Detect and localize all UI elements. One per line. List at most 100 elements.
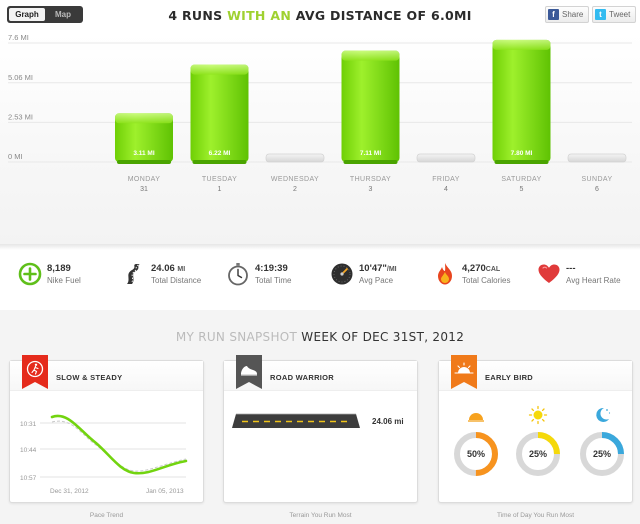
- pace-tick-label: 10:57: [20, 475, 37, 482]
- stat-value: ---: [566, 262, 576, 274]
- stat-label: Avg Heart Rate: [566, 275, 621, 285]
- y-tick-label: 2.53 MI: [8, 112, 33, 121]
- date-label: 31: [140, 186, 148, 193]
- facebook-share-label: Share: [562, 10, 584, 19]
- view-toggle: Graph Map: [7, 6, 83, 23]
- slow-steady-card[interactable]: SLOW & STEADY 10:31 10:44 10:57 Dec 31, …: [9, 355, 204, 503]
- sun-icon: [528, 405, 548, 425]
- date-label: 3: [369, 186, 373, 193]
- title-runs: 4 RUNS: [168, 8, 228, 23]
- road-icon: [127, 264, 140, 284]
- distance-bar-base: [192, 160, 247, 164]
- time-of-day-donut: 25%: [513, 405, 563, 485]
- distance-bar: [190, 64, 249, 162]
- day-label: SATURDAY: [501, 176, 541, 183]
- snapshot-title-light: MY RUN SNAPSHOT: [175, 330, 302, 344]
- day-label: THURSDAY: [350, 176, 391, 183]
- road-warrior-card[interactable]: ROAD WARRIOR 24.06 mi: [223, 355, 418, 503]
- sunrise-icon: [468, 413, 484, 422]
- stopwatch-icon: [228, 263, 248, 286]
- distance-bar-base: [494, 160, 549, 164]
- facebook-share-button[interactable]: f Share: [545, 6, 590, 23]
- donut-chart: 25%: [516, 432, 560, 476]
- stat-nike-fuel: 8,189 Nike Fuel: [18, 262, 81, 286]
- stat-label: Avg Pace: [359, 275, 394, 285]
- ribbon-badge: [451, 355, 477, 389]
- y-tick-label: 7.6 MI: [8, 34, 29, 42]
- donut-arc: [454, 432, 498, 476]
- pace-average-line: [51, 420, 187, 472]
- speedometer-icon: [331, 263, 353, 285]
- day-label: WEDNESDAY: [271, 176, 319, 183]
- date-label: 1: [218, 186, 222, 193]
- stat-avg-pace: 10'47"/MI Avg Pace: [330, 262, 397, 286]
- y-tick-label: 0 MI: [8, 152, 23, 161]
- ribbon-badge: [236, 355, 262, 389]
- twitter-icon: t: [595, 9, 606, 20]
- moon-icon: [596, 407, 611, 422]
- stat-value: 8,189: [47, 262, 71, 274]
- stat-total-calories: 4,270CAL Total Calories: [433, 262, 510, 286]
- bar-value-label: 3.11 MI: [133, 150, 155, 157]
- map-tab[interactable]: Map: [55, 10, 71, 19]
- day-label: MONDAY: [128, 176, 161, 183]
- runner-icon: [31, 363, 39, 375]
- donut-label: 25%: [593, 449, 611, 459]
- stat-label: Nike Fuel: [47, 275, 81, 285]
- heart-icon: [538, 264, 560, 283]
- road-warrior-footer: Terrain You Run Most: [289, 512, 352, 519]
- snapshot-week: WEEK OF DEC 31ST, 2012: [301, 330, 465, 344]
- stat-value: 10'47"/MI: [359, 262, 397, 274]
- y-tick-label: 5.06 MI: [8, 73, 33, 82]
- distance-bar-top: [341, 50, 400, 61]
- snapshot-title: MY RUN SNAPSHOT WEEK OF DEC 31ST, 2012: [0, 330, 640, 344]
- graph-tab[interactable]: Graph: [9, 8, 45, 21]
- bar-value-label: 6.22 MI: [209, 150, 231, 157]
- bar-value-label: 7.80 MI: [511, 150, 533, 157]
- day-label: SUNDAY: [581, 176, 612, 183]
- card-title: EARLY BIRD: [485, 373, 534, 382]
- empty-day-bar: [265, 153, 325, 163]
- card-title: SLOW & STEADY: [56, 373, 123, 382]
- distance-bar-top: [115, 113, 173, 124]
- distance-bar-base: [343, 160, 398, 164]
- section-divider: [0, 244, 640, 250]
- sunrise-badge-icon: [454, 362, 474, 374]
- bar-value-label: 7.11 MI: [360, 150, 382, 157]
- road-distance-value: 24.06 mi: [372, 417, 404, 426]
- stat-value: 4:19:39: [255, 262, 288, 274]
- date-label: 6: [595, 186, 599, 193]
- stats-row: 8,189 Nike Fuel 24.06 MI Total Distance …: [0, 256, 640, 302]
- flame-icon: [438, 263, 452, 285]
- day-label: FRIDAY: [432, 176, 460, 183]
- donut-arc: [580, 432, 624, 476]
- facebook-icon: f: [548, 9, 559, 20]
- stat-value: 4,270CAL: [462, 262, 501, 274]
- pace-x-label: Dec 31, 2012: [50, 488, 89, 495]
- donut-chart: 50%: [454, 432, 498, 476]
- distance-bar-top: [492, 39, 551, 50]
- distance-bar-top: [190, 64, 249, 75]
- early-bird-card[interactable]: EARLY BIRD 50% 25% 25%: [438, 355, 633, 503]
- early-bird-footer: Time of Day You Run Most: [496, 512, 575, 519]
- date-label: 2: [293, 186, 297, 193]
- distance-bar: [115, 113, 173, 162]
- stat-avg-heart-rate: --- Avg Heart Rate: [537, 262, 621, 286]
- header: Graph Map 4 RUNS WITH AN AVG DISTANCE OF…: [0, 0, 640, 34]
- empty-day-bar: [567, 153, 627, 163]
- pace-trend-chart: 10:31 10:44 10:57 Dec 31, 2012 Jan 05, 2…: [20, 414, 188, 495]
- date-label: 5: [520, 186, 524, 193]
- fuel-icon: [18, 262, 42, 286]
- stat-label: Total Distance: [151, 275, 202, 285]
- title-connector: WITH AN: [227, 8, 296, 23]
- stat-total-distance: 24.06 MI Total Distance: [122, 262, 201, 286]
- date-label: 4: [444, 186, 448, 193]
- weekly-distance-chart: 0 MI 2.53 MI 5.06 MI 7.6 MI 3.11 MI MONDAY 31 6…: [0, 34, 640, 244]
- pace-x-label: Jan 05, 2013: [146, 488, 184, 495]
- road-terrain-icon: [232, 413, 360, 428]
- slow-steady-footer: Pace Trend: [89, 512, 124, 519]
- day-label: TUESDAY: [202, 176, 237, 183]
- stat-label: Total Time: [255, 275, 292, 285]
- distance-bar-base: [117, 160, 171, 164]
- twitter-tweet-button[interactable]: t Tweet: [592, 6, 637, 23]
